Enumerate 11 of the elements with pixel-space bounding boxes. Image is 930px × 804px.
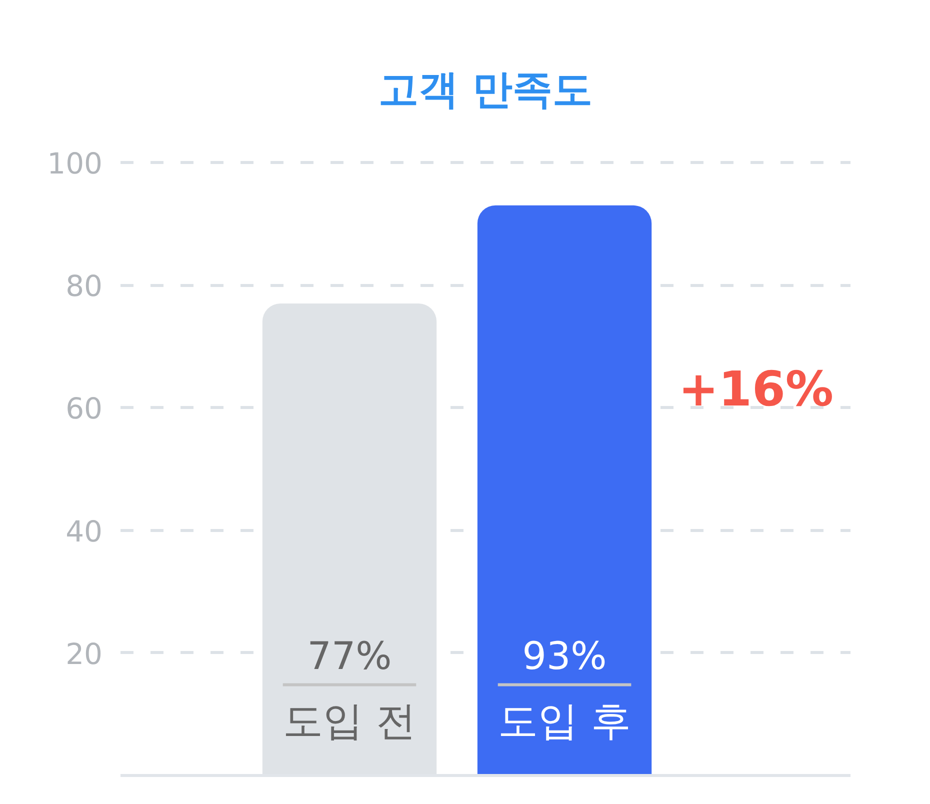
y-tick-label: 40 bbox=[66, 514, 103, 548]
y-tick-label: 20 bbox=[66, 636, 103, 671]
annotation: +16% bbox=[678, 361, 834, 418]
chart-title: 고객 만족도 bbox=[378, 67, 592, 113]
data-label: 77% bbox=[307, 634, 392, 678]
x-tick-label: 도입 후 bbox=[498, 698, 631, 745]
y-tick-label: 100 bbox=[47, 146, 103, 180]
data-label: 93% bbox=[522, 634, 607, 678]
y-tick-label: 80 bbox=[66, 269, 103, 304]
y-tick-label: 60 bbox=[66, 392, 103, 426]
x-tick-label: 도입 전 bbox=[283, 698, 416, 745]
